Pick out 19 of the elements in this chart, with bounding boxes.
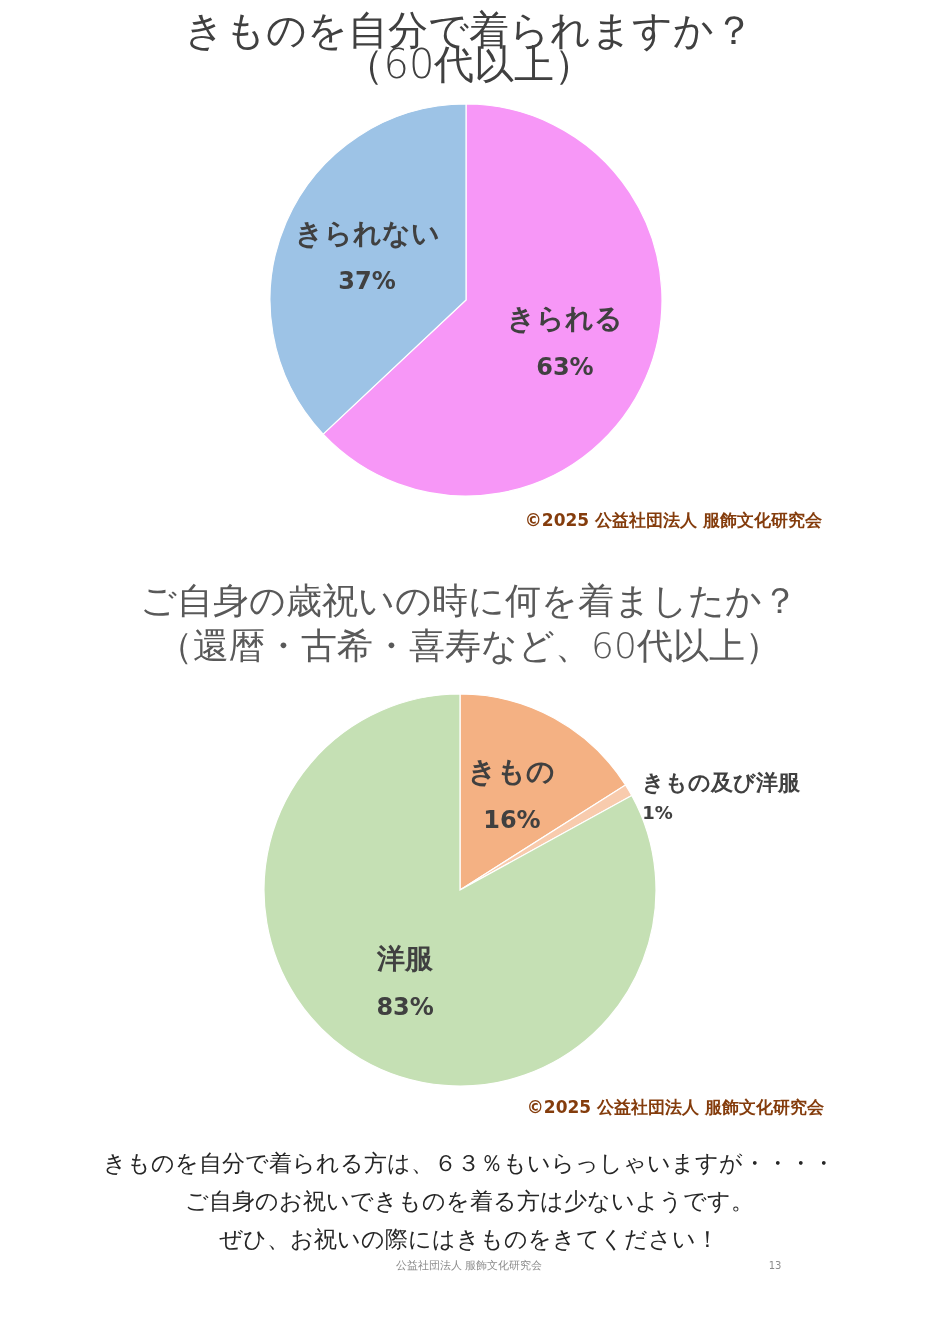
text: 13	[768, 1259, 782, 1271]
text: きものを自分で着られる方は、６３％もいらっしゃいますが・・・・	[103, 1150, 835, 1176]
text: ご自身のお祝いできものを着る方は少ないようです。	[184, 1188, 754, 1214]
text: ぜひ、お祝いの際にはきものをきてください！	[219, 1226, 719, 1252]
slice-label: きられない	[294, 216, 440, 250]
data-label: 83%	[376, 992, 434, 1021]
slice-label: きられる	[506, 302, 623, 336]
slice-label: 洋服	[376, 942, 435, 976]
slice-label: きもの	[468, 755, 556, 789]
chart-subtitle: （還暦・古希・喜寿など、60代以上）	[157, 624, 781, 666]
data-label: 1%	[642, 801, 673, 823]
text: 公益社団法人 服飾文化研究会	[395, 1258, 543, 1272]
text: ©2025 公益社団法人 服飾文化研究会	[526, 1097, 825, 1117]
data-label: 37%	[338, 267, 396, 296]
slice-label: きもの及び洋服	[642, 769, 802, 795]
data-label: 16%	[483, 805, 541, 834]
text: ©2025 公益社団法人 服飾文化研究会	[524, 510, 823, 530]
data-label: 63%	[536, 352, 594, 381]
chart-title: ご自身の歳祝いの時に何を着ましたか？	[140, 579, 798, 621]
